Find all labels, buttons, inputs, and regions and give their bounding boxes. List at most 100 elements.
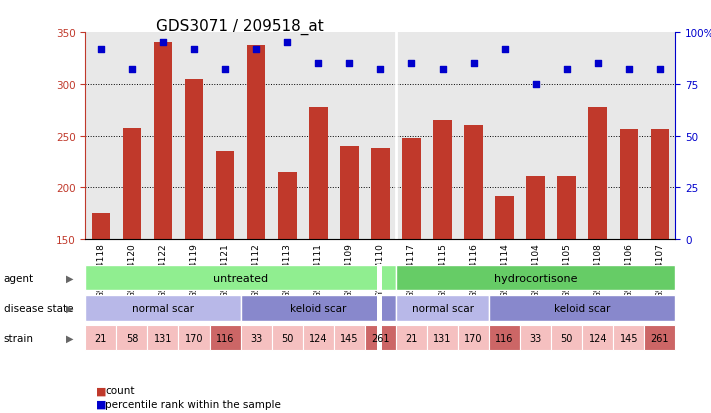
Bar xyxy=(396,265,675,291)
Bar xyxy=(178,325,210,351)
Text: count: count xyxy=(105,385,134,395)
Text: 131: 131 xyxy=(433,333,451,343)
Text: 50: 50 xyxy=(281,333,294,343)
Bar xyxy=(147,325,178,351)
Bar xyxy=(582,325,614,351)
Bar xyxy=(526,177,545,240)
Text: percentile rank within the sample: percentile rank within the sample xyxy=(105,399,281,409)
Text: keloid scar: keloid scar xyxy=(290,303,346,313)
Bar xyxy=(340,147,358,240)
Bar xyxy=(489,295,675,321)
Bar xyxy=(247,45,265,240)
Bar xyxy=(303,325,333,351)
Text: strain: strain xyxy=(4,333,33,343)
Point xyxy=(313,61,324,67)
Bar xyxy=(278,173,296,240)
Bar xyxy=(154,43,172,240)
Bar xyxy=(651,130,669,240)
Point xyxy=(250,46,262,53)
Bar xyxy=(365,325,396,351)
Bar xyxy=(378,264,382,292)
Point xyxy=(468,61,479,67)
Text: 261: 261 xyxy=(651,333,669,343)
Text: normal scar: normal scar xyxy=(412,303,474,313)
Point xyxy=(592,61,604,67)
Bar xyxy=(458,325,489,351)
Bar xyxy=(520,325,551,351)
Point xyxy=(561,67,572,74)
Point xyxy=(127,67,138,74)
Text: 116: 116 xyxy=(216,333,235,343)
Bar xyxy=(210,325,240,351)
Bar xyxy=(85,265,396,291)
Point xyxy=(437,67,448,74)
Text: 145: 145 xyxy=(619,333,638,343)
Bar xyxy=(551,325,582,351)
Point xyxy=(499,46,510,53)
Text: 33: 33 xyxy=(530,333,542,343)
Text: 21: 21 xyxy=(95,333,107,343)
Text: normal scar: normal scar xyxy=(132,303,194,313)
Bar xyxy=(589,107,607,240)
Bar xyxy=(85,325,117,351)
Bar xyxy=(644,325,675,351)
Bar xyxy=(92,214,110,240)
Text: 170: 170 xyxy=(185,333,203,343)
Bar xyxy=(240,325,272,351)
Text: agent: agent xyxy=(4,273,33,283)
Bar xyxy=(215,152,235,240)
Bar xyxy=(309,107,328,240)
Point xyxy=(654,67,665,74)
Text: untreated: untreated xyxy=(213,273,268,283)
Point xyxy=(282,40,293,47)
Bar xyxy=(272,325,303,351)
Bar xyxy=(122,129,141,240)
Point xyxy=(623,67,634,74)
Text: 21: 21 xyxy=(405,333,417,343)
Text: keloid scar: keloid scar xyxy=(554,303,611,313)
Bar xyxy=(427,325,458,351)
Text: ▶: ▶ xyxy=(66,273,73,283)
Bar xyxy=(240,295,396,321)
Text: 58: 58 xyxy=(126,333,138,343)
Point xyxy=(188,46,200,53)
Text: ■: ■ xyxy=(96,399,107,409)
Text: 33: 33 xyxy=(250,333,262,343)
Text: 50: 50 xyxy=(560,333,573,343)
Point xyxy=(343,61,355,67)
Bar xyxy=(619,130,638,240)
Bar xyxy=(396,325,427,351)
Bar xyxy=(496,196,514,240)
Text: disease state: disease state xyxy=(4,303,73,313)
Bar xyxy=(402,138,421,240)
Text: ■: ■ xyxy=(96,385,107,395)
Text: 124: 124 xyxy=(589,333,607,343)
Point xyxy=(95,46,107,53)
Text: ▶: ▶ xyxy=(66,303,73,313)
Bar xyxy=(371,149,390,240)
Bar xyxy=(185,79,203,240)
Text: 261: 261 xyxy=(371,333,390,343)
Bar xyxy=(433,121,451,240)
Text: hydrocortisone: hydrocortisone xyxy=(494,273,577,283)
Bar xyxy=(464,126,483,240)
Bar xyxy=(396,295,489,321)
Text: ▶: ▶ xyxy=(66,333,73,343)
Point xyxy=(530,81,541,88)
Bar xyxy=(378,294,382,322)
Point xyxy=(406,61,417,67)
Text: 116: 116 xyxy=(496,333,514,343)
Point xyxy=(375,67,386,74)
Bar xyxy=(489,325,520,351)
Bar xyxy=(614,325,644,351)
Text: 131: 131 xyxy=(154,333,172,343)
Bar xyxy=(117,325,147,351)
Bar xyxy=(557,177,576,240)
Text: GDS3071 / 209518_at: GDS3071 / 209518_at xyxy=(156,19,324,35)
Text: 170: 170 xyxy=(464,333,483,343)
Bar xyxy=(85,295,240,321)
Point xyxy=(157,40,169,47)
Point xyxy=(220,67,231,74)
Bar xyxy=(378,324,382,352)
Text: 145: 145 xyxy=(340,333,358,343)
